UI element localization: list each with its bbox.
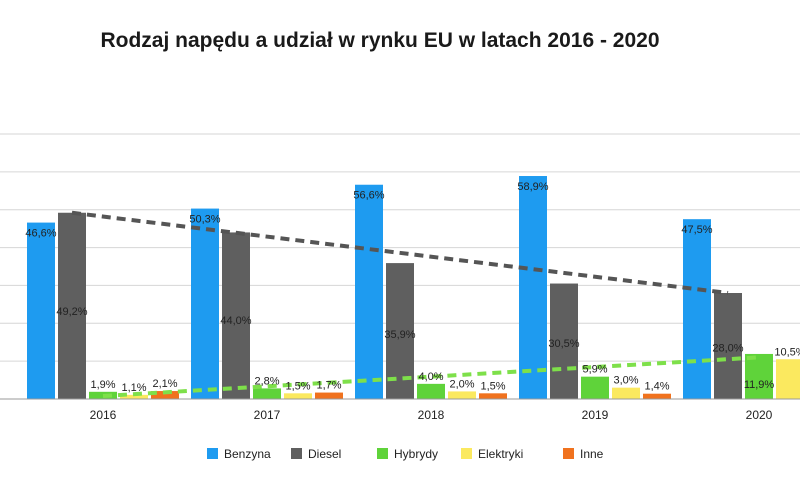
bar-diesel-2016: [58, 212, 86, 399]
data-label-elektryki-2018: 2,0%: [449, 378, 474, 390]
bar-benzyna-2017: [191, 208, 219, 399]
x-tick-label-2019: 2019: [582, 408, 609, 422]
bar-elektryki-2020: [776, 359, 800, 399]
x-axis: 2016 2017 2018 2019 2020: [0, 398, 800, 422]
data-label-benzyna-2016: 46,6%: [25, 228, 56, 240]
bar-hybrydy-2017: [253, 388, 281, 399]
bars: [27, 176, 800, 399]
trendline-diesel: [71, 210, 729, 295]
x-tick-label-2017: 2017: [254, 408, 281, 422]
data-label-benzyna-2017: 50,3%: [189, 214, 220, 226]
legend: Benzyna Diesel Hybrydy Elektryki Inne: [207, 447, 604, 461]
data-label-hybrydy-2017: 2,8%: [254, 375, 279, 387]
data-label-inne-2017: 1,7%: [316, 380, 341, 392]
x-tick-label-2018: 2018: [418, 408, 445, 422]
bar-benzyna-2020: [683, 219, 711, 399]
legend-label: Diesel: [308, 447, 341, 461]
data-label-elektryki-2016: 1,1%: [121, 382, 146, 394]
trendline-hybrydy: [102, 355, 760, 398]
data-label-diesel-2016: 49,2%: [56, 306, 87, 318]
data-label-diesel-2017: 44,0%: [220, 315, 251, 327]
data-label-diesel-2018: 35,9%: [384, 329, 415, 341]
data-label-hybrydy-2020: 11,9%: [744, 379, 775, 391]
legend-label: Elektryki: [478, 447, 523, 461]
legend-item-hybrydy: Hybrydy: [377, 447, 438, 461]
data-label-diesel-2020: 28,0%: [712, 342, 743, 354]
bar-benzyna-2019: [519, 176, 547, 399]
data-label-elektryki-2017: 1,5%: [285, 380, 310, 392]
bar-elektryki-2016: [120, 394, 148, 399]
data-label-benzyna-2018: 56,6%: [353, 190, 384, 202]
data-label-benzyna-2020: 47,5%: [681, 224, 712, 236]
bar-benzyna-2016: [27, 222, 55, 399]
data-label-hybrydy-2019: 5,9%: [582, 364, 607, 376]
legend-item-diesel: Diesel: [291, 447, 341, 461]
bar-inne-2019: [643, 393, 671, 399]
bar-elektryki-2017: [284, 393, 312, 399]
bar-elektryki-2019: [612, 387, 640, 399]
legend-label: Hybrydy: [394, 447, 438, 461]
legend-swatch: [563, 448, 574, 459]
legend-label: Benzyna: [224, 447, 271, 461]
data-label-elektryki-2019: 3,0%: [613, 375, 638, 387]
bar-inne-2018: [479, 393, 507, 399]
bar-hybrydy-2018: [417, 383, 445, 399]
legend-item-benzyna: Benzyna: [207, 447, 271, 461]
x-tick-label-2016: 2016: [90, 408, 117, 422]
data-label-hybrydy-2018: 4,0%: [418, 371, 443, 383]
data-label-diesel-2019: 30,5%: [548, 338, 579, 350]
legend-item-elektryki: Elektryki: [461, 447, 523, 461]
x-tick-label-2020: 2020: [746, 408, 773, 422]
data-label-elektryki-2020: 10,5%: [774, 346, 800, 358]
legend-item-inne: Inne: [563, 447, 604, 461]
legend-swatch: [461, 448, 472, 459]
data-label-benzyna-2019: 58,9%: [517, 181, 548, 193]
legend-swatch: [291, 448, 302, 459]
bar-hybrydy-2020: [745, 353, 773, 399]
bar-benzyna-2018: [355, 184, 383, 399]
legend-swatch: [377, 448, 388, 459]
chart-title: Rodzaj napędu a udział w rynku EU w lata…: [100, 29, 659, 52]
data-label-hybrydy-2016: 1,9%: [90, 379, 115, 391]
bar-inne-2016: [151, 391, 179, 399]
bar-diesel-2017: [222, 232, 250, 399]
data-label-inne-2016: 2,1%: [152, 378, 177, 390]
legend-label: Inne: [580, 447, 604, 461]
bar-elektryki-2018: [448, 391, 476, 399]
data-label-inne-2019: 1,4%: [644, 381, 669, 393]
legend-swatch: [207, 448, 218, 459]
bar-hybrydy-2019: [581, 376, 609, 399]
data-labels: 46,6% 49,2% 1,9% 1,1% 2,1% 50,3% 44,0% 2,8% 1,5%…: [25, 181, 800, 394]
data-label-inne-2018: 1,5%: [480, 380, 505, 392]
trendlines: [71, 210, 760, 398]
bar-diesel-2020: [714, 293, 742, 399]
bar-inne-2017: [315, 392, 343, 399]
bar-diesel-2019: [550, 283, 578, 399]
